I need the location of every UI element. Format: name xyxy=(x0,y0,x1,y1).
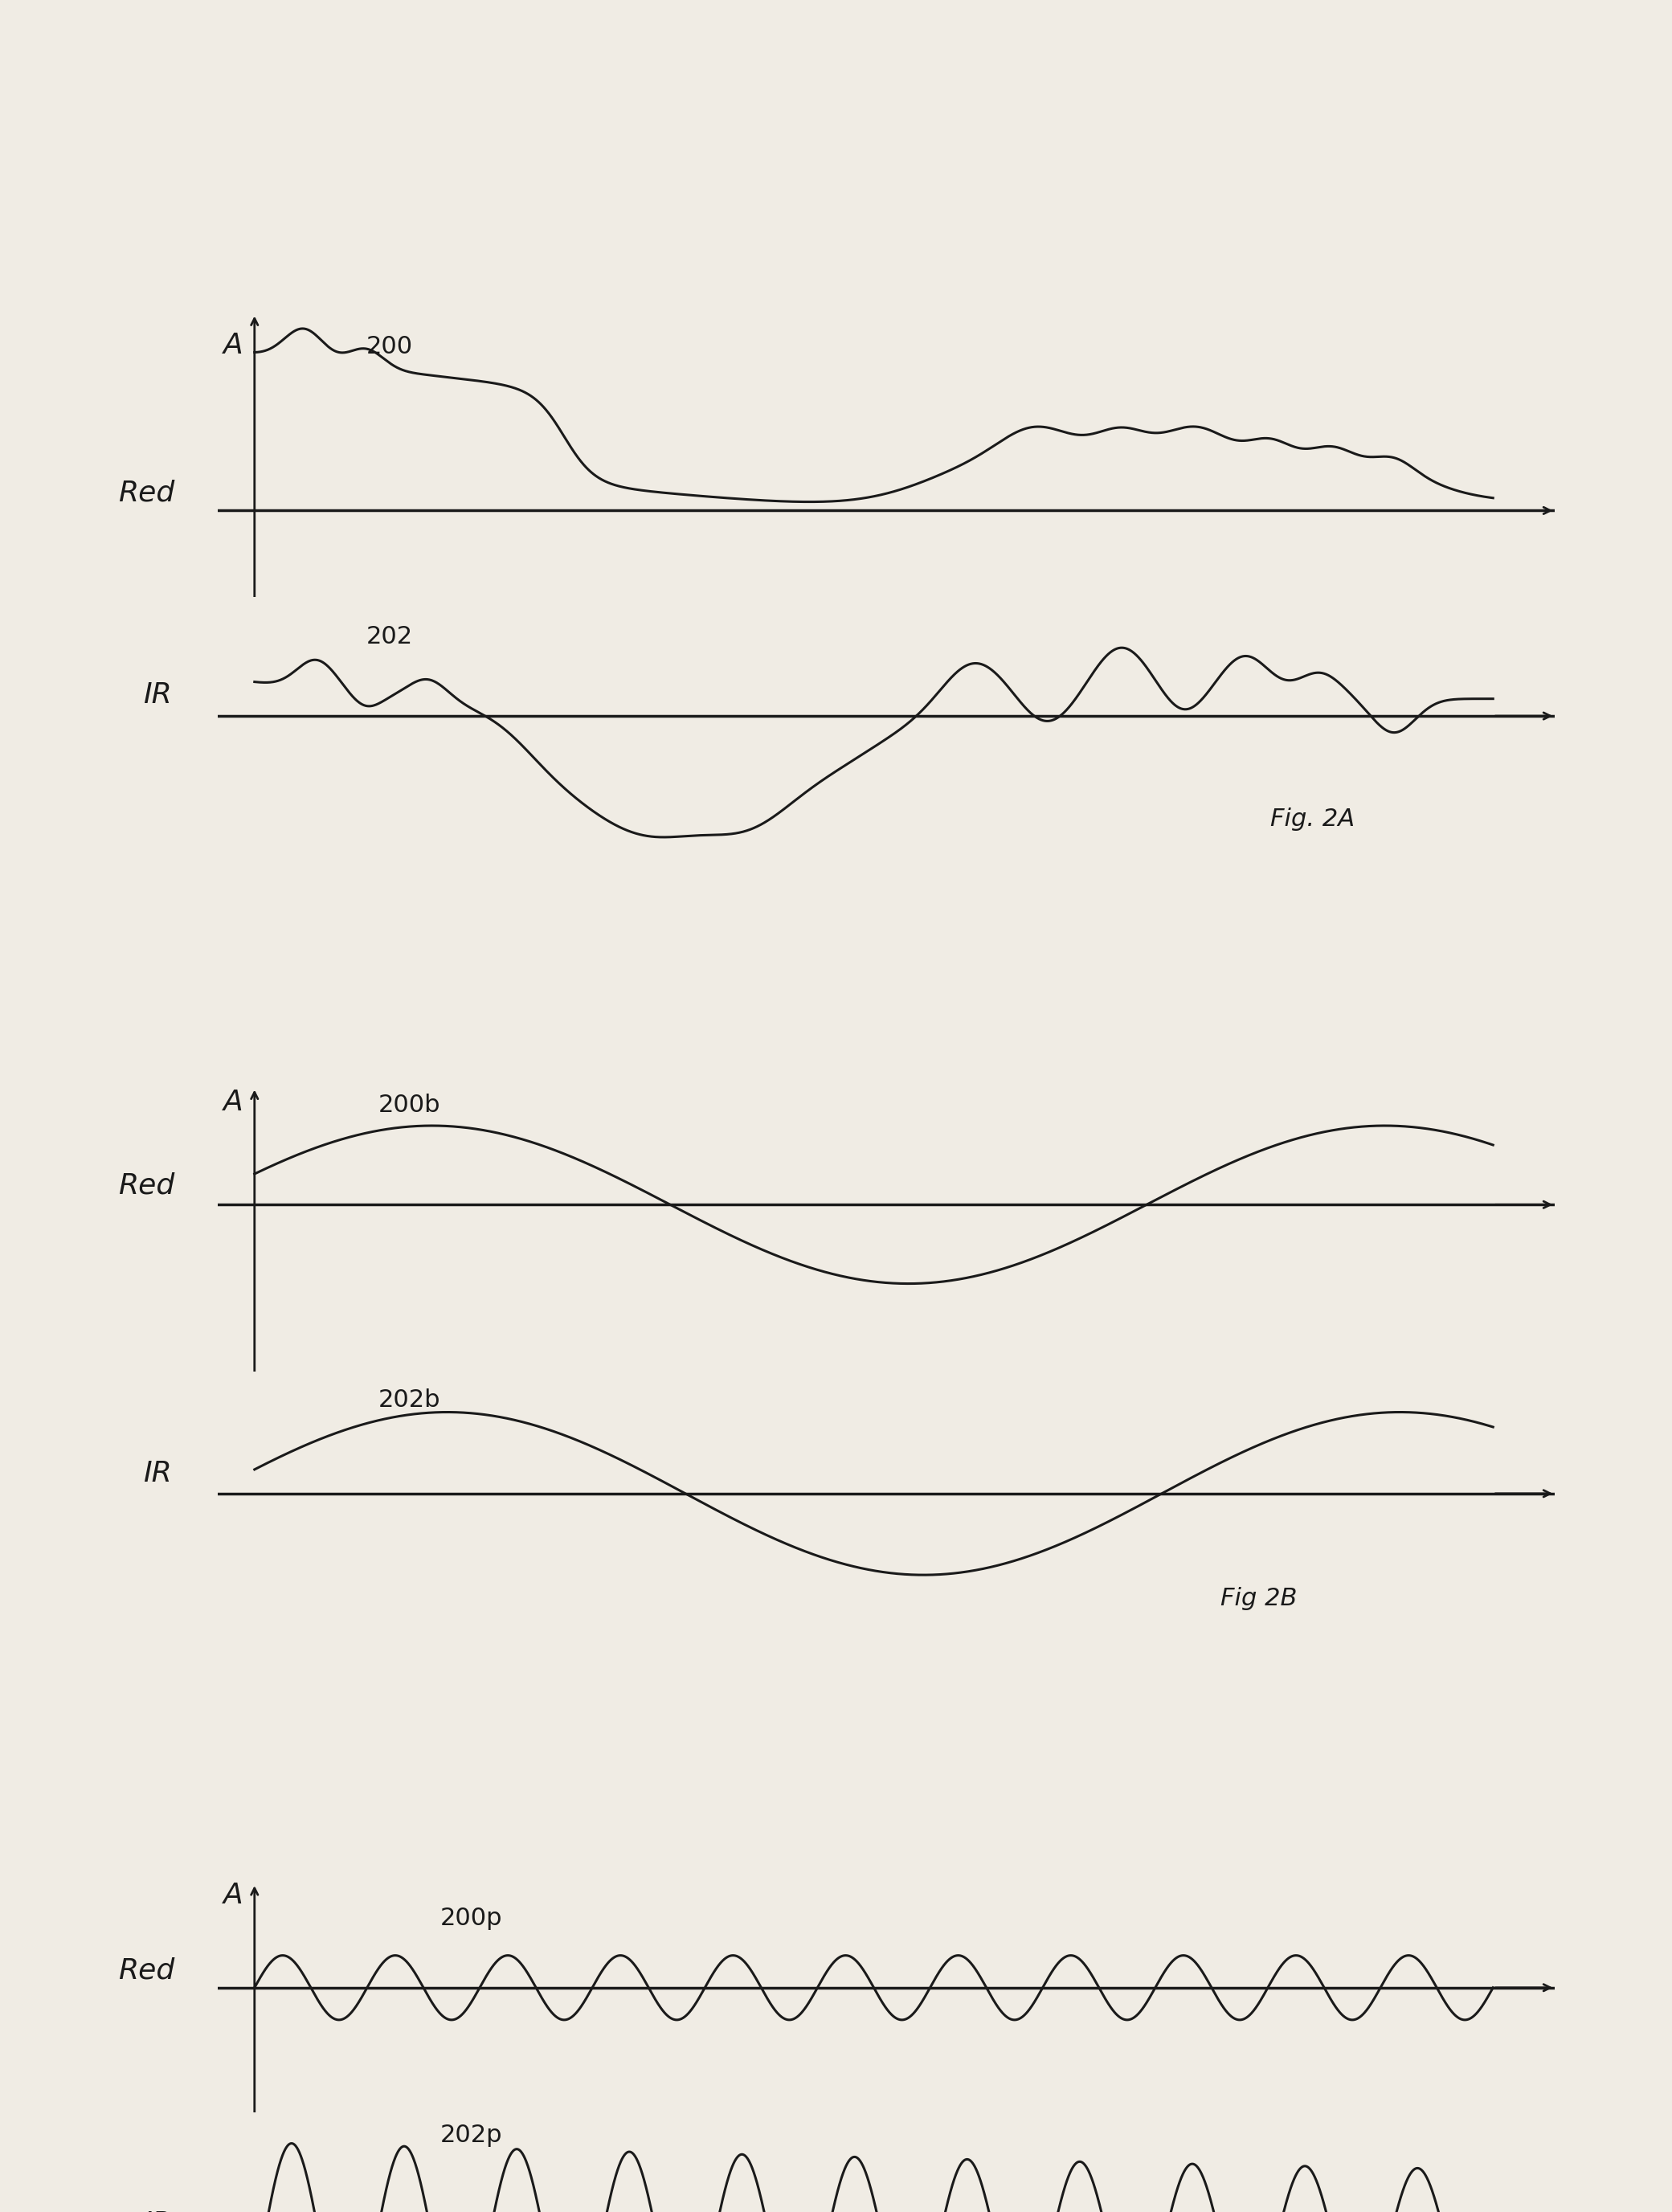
Text: A: A xyxy=(224,332,244,361)
Text: Fig. 2A: Fig. 2A xyxy=(1271,807,1354,832)
Text: 202: 202 xyxy=(366,626,413,648)
Text: Red: Red xyxy=(119,1172,174,1199)
Text: 202p: 202p xyxy=(440,2124,503,2148)
Text: Red: Red xyxy=(119,480,174,507)
Text: IR: IR xyxy=(144,1460,172,1486)
Text: A: A xyxy=(224,1088,244,1117)
Text: Red: Red xyxy=(119,1958,174,1984)
Text: 200: 200 xyxy=(366,336,413,358)
Text: 200b: 200b xyxy=(378,1093,441,1117)
Text: Fig 2B: Fig 2B xyxy=(1221,1586,1297,1610)
Text: IR: IR xyxy=(144,681,172,708)
Text: 202b: 202b xyxy=(378,1389,441,1411)
Text: A: A xyxy=(224,1882,244,1909)
Text: 200p: 200p xyxy=(440,1907,503,1929)
